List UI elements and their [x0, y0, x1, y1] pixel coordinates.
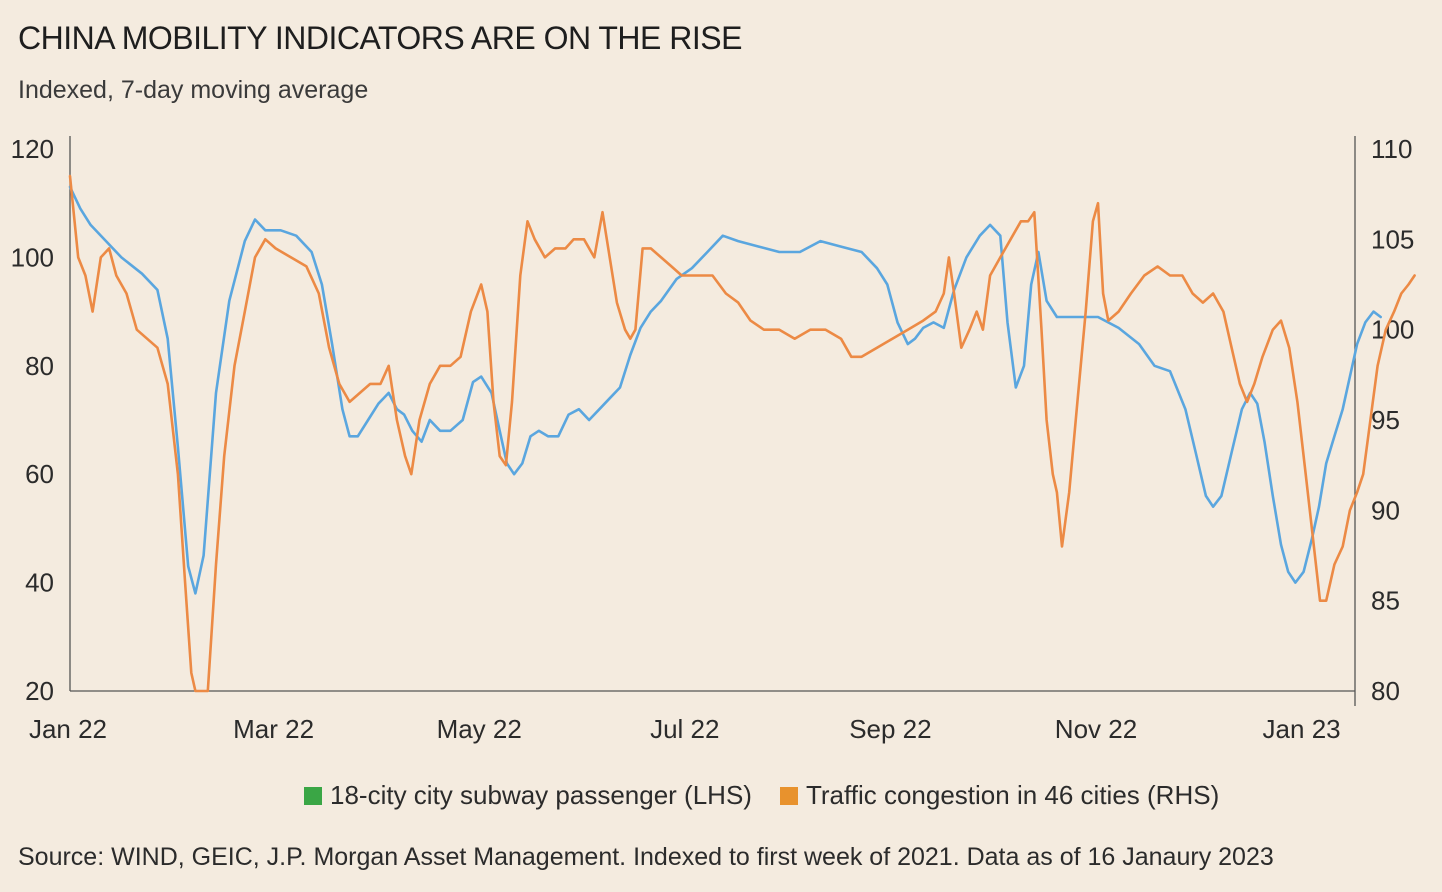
series-group [68, 174, 1416, 693]
y-left-tick-label: 40 [25, 568, 54, 598]
x-tick-label: Sep 22 [849, 714, 931, 744]
y-left-tick-label: 60 [25, 459, 54, 489]
legend-item-subway[interactable]: 18-city city subway passenger (LHS) [304, 780, 752, 811]
legend-swatch-subway [304, 786, 322, 805]
legend-swatch-traffic [779, 786, 798, 805]
chart-title: CHINA MOBILITY INDICATORS ARE ON THE RIS… [18, 20, 742, 56]
y-left-tick-label: 100 [11, 242, 54, 272]
x-tick-label: Mar 22 [233, 714, 314, 744]
x-tick-label: Jul 22 [650, 714, 719, 744]
x-tick-label: May 22 [437, 714, 522, 744]
legend-item-traffic[interactable]: Traffic congestion in 46 cities (RHS) [779, 780, 1220, 811]
y-right-tick-label: 110 [1371, 134, 1412, 164]
x-tick-label: Jan 23 [1263, 714, 1341, 744]
y-left-tick-label: 120 [11, 134, 54, 164]
y-right-tick-label: 85 [1371, 586, 1400, 616]
legend-label-traffic: Traffic congestion in 46 cities (RHS) [805, 780, 1220, 810]
axes-group: 20 40 60 80 100 120 80 85 90 95 100 105 110 Jan 22 Mar… [11, 134, 1415, 744]
y-right-tick-label: 105 [1371, 224, 1414, 254]
series-line-subway [68, 185, 1382, 595]
legend: 18-city city subway passenger (LHS) Traf… [304, 780, 1247, 811]
y-left-tick-label: 80 [25, 351, 54, 381]
y-right-tick-label: 100 [1371, 315, 1414, 345]
y-left-tick-label: 20 [25, 676, 54, 706]
y-right-tick-label: 90 [1371, 495, 1400, 525]
chart-subtitle: Indexed, 7-day moving average [18, 76, 369, 104]
series-line-traffic [68, 174, 1416, 693]
y-right-tick-label: 95 [1371, 405, 1400, 435]
x-tick-label: Jan 22 [29, 714, 107, 744]
y-right-tick-label: 80 [1371, 676, 1400, 706]
x-tick-label: Nov 22 [1055, 714, 1137, 744]
legend-label-subway: 18-city city subway passenger (LHS) [330, 780, 752, 810]
source-note: Source: WIND, GEIC, J.P. Morgan Asset Ma… [18, 843, 1274, 871]
